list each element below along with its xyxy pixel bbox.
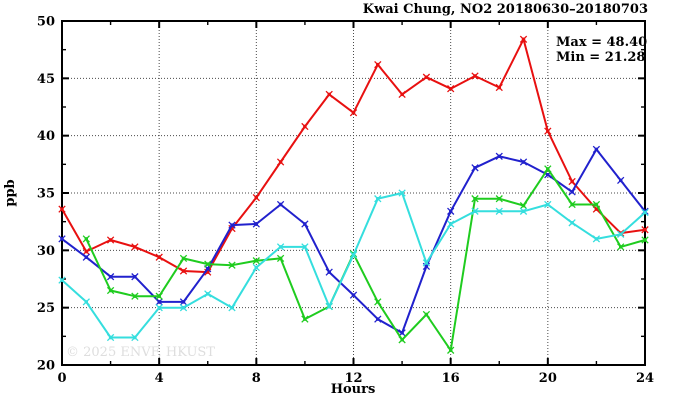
y-tick-label: 20 — [37, 359, 55, 374]
series-line — [61, 148, 646, 334]
series-markers — [58, 35, 649, 276]
x-tick-label: 8 — [252, 371, 261, 386]
x-tick-label: 12 — [344, 371, 362, 386]
y-tick-label: 45 — [37, 72, 55, 87]
x-tick-label: 24 — [636, 371, 654, 386]
series-markers — [58, 145, 649, 337]
x-tick-label: 16 — [442, 371, 460, 386]
x-axis-label: Hours — [331, 382, 376, 397]
series-cyan-line — [58, 189, 649, 342]
x-tick-label: 20 — [539, 371, 557, 386]
series-green-line — [82, 165, 649, 354]
series-red-line — [58, 35, 649, 276]
chart-title: Kwai Chung, NO2 20180630–20180703 — [363, 2, 648, 17]
y-axis-label: ppb — [3, 179, 18, 206]
x-tick-label: 0 — [57, 371, 66, 386]
y-axis-tick-labels: 20 25 30 35 40 45 50 — [37, 15, 55, 374]
data-series — [58, 35, 649, 354]
y-tick-label: 50 — [37, 15, 55, 30]
series-markers — [58, 189, 649, 342]
x-tick-label: 4 — [155, 371, 164, 386]
max-annotation: Max = 48.40 — [556, 35, 647, 50]
watermark: © 2025 ENVF, HKUST — [66, 345, 215, 360]
y-tick-label: 30 — [37, 244, 55, 259]
x-axis-tick-labels: 0 4 8 12 16 20 24 — [57, 371, 654, 386]
series-blue-line — [58, 145, 649, 337]
series-markers — [82, 165, 649, 354]
y-tick-label: 25 — [37, 301, 55, 316]
min-annotation: Min = 21.28 — [556, 50, 645, 65]
series-line — [85, 167, 646, 352]
plot-border — [61, 20, 646, 366]
y-tick-label: 35 — [37, 187, 55, 202]
y-tick-label: 40 — [37, 129, 55, 144]
grid-lines — [62, 21, 645, 365]
